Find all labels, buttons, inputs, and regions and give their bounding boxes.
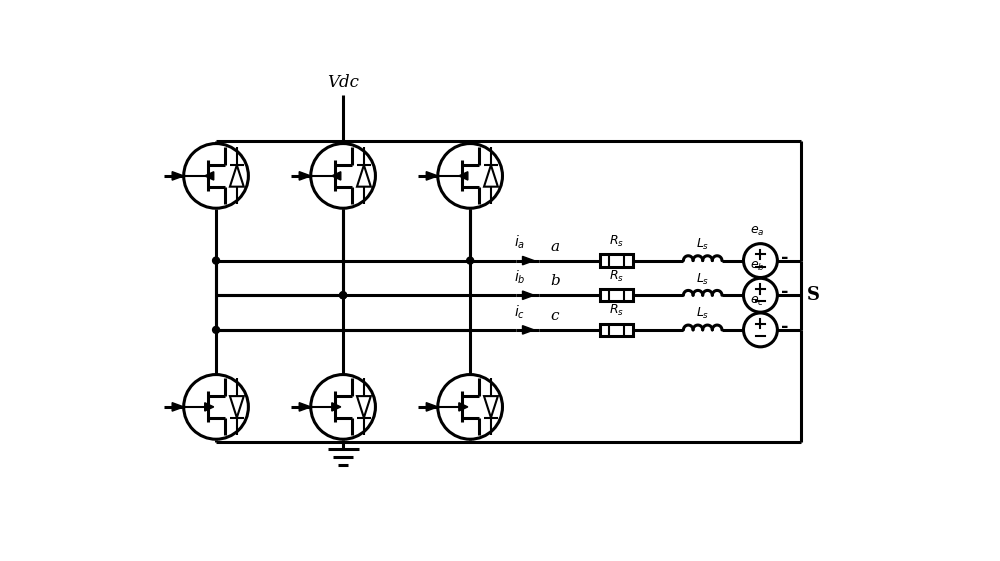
Polygon shape	[299, 403, 311, 411]
Text: $L_s$: $L_s$	[696, 306, 709, 321]
Polygon shape	[332, 172, 341, 180]
Bar	[600, 255, 633, 266]
Circle shape	[340, 292, 347, 298]
Text: $R_s$: $R_s$	[609, 234, 624, 249]
Polygon shape	[426, 172, 438, 180]
Circle shape	[213, 327, 220, 333]
Text: $L_s$: $L_s$	[696, 272, 709, 287]
Text: -: -	[781, 283, 789, 301]
Text: -: -	[781, 318, 789, 336]
Polygon shape	[205, 172, 214, 180]
Text: $R_s$: $R_s$	[609, 304, 624, 318]
Text: $i_b$: $i_b$	[514, 269, 525, 286]
Polygon shape	[523, 325, 534, 334]
Polygon shape	[299, 172, 311, 180]
Text: $e_a$: $e_a$	[750, 225, 765, 238]
Polygon shape	[523, 256, 534, 265]
Polygon shape	[172, 172, 184, 180]
Text: $e_b$: $e_b$	[750, 260, 765, 273]
Text: Vdc: Vdc	[327, 74, 359, 91]
Polygon shape	[459, 403, 468, 411]
Text: $e_c$: $e_c$	[750, 295, 765, 307]
Text: $L_s$: $L_s$	[696, 237, 709, 252]
Polygon shape	[205, 403, 214, 411]
Circle shape	[213, 257, 220, 264]
Text: c: c	[551, 309, 559, 323]
Polygon shape	[332, 403, 341, 411]
Circle shape	[340, 292, 347, 298]
Bar	[600, 289, 633, 301]
Polygon shape	[523, 291, 534, 300]
Text: a: a	[550, 240, 559, 254]
Text: $R_s$: $R_s$	[609, 269, 624, 284]
Polygon shape	[459, 172, 468, 180]
Text: $i_c$: $i_c$	[514, 304, 525, 321]
Polygon shape	[426, 403, 438, 411]
Bar	[600, 324, 633, 336]
Text: S: S	[807, 286, 820, 304]
Circle shape	[467, 257, 474, 264]
Text: $i_a$: $i_a$	[514, 234, 525, 251]
Text: b: b	[550, 274, 560, 288]
Polygon shape	[172, 403, 184, 411]
Text: -: -	[781, 249, 789, 266]
